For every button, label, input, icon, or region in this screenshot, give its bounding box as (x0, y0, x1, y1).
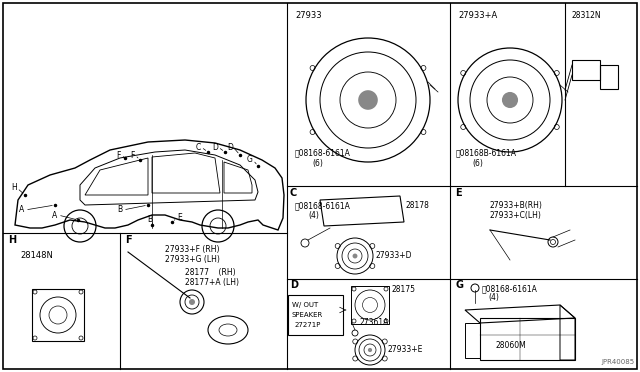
Text: (4): (4) (488, 293, 499, 302)
Text: D: D (227, 142, 233, 151)
Text: 28177+A (LH): 28177+A (LH) (185, 278, 239, 287)
Text: C: C (195, 142, 200, 151)
Text: 27933: 27933 (295, 11, 322, 20)
Text: (6): (6) (312, 159, 323, 168)
Text: D: D (290, 280, 298, 290)
Text: A: A (19, 205, 24, 215)
Text: 28312N: 28312N (572, 11, 602, 20)
Text: 27933+D: 27933+D (376, 251, 413, 260)
Text: JPR40085: JPR40085 (602, 359, 635, 365)
Text: 28175: 28175 (392, 285, 416, 294)
Text: 27933+F (RH): 27933+F (RH) (165, 245, 220, 254)
Bar (480, 318, 575, 360)
Text: Ⓝ08168-6161A: Ⓝ08168-6161A (295, 201, 351, 210)
Text: 27271P: 27271P (295, 322, 321, 328)
Circle shape (368, 348, 372, 352)
Text: (6): (6) (472, 159, 483, 168)
Text: 27933+A: 27933+A (458, 11, 497, 20)
Text: W/ OUT: W/ OUT (292, 302, 318, 308)
Bar (572, 60, 600, 80)
Text: 28060M: 28060M (495, 341, 525, 350)
Text: B: B (117, 205, 123, 215)
Text: Ⓝ08168B-6161A: Ⓝ08168B-6161A (456, 148, 517, 157)
Text: 27933+C(LH): 27933+C(LH) (490, 211, 542, 220)
Text: (4): (4) (308, 211, 319, 220)
Text: 27933+B(RH): 27933+B(RH) (490, 201, 543, 210)
Text: G: G (247, 155, 253, 164)
Text: F: F (130, 151, 134, 160)
Circle shape (189, 299, 195, 305)
Text: H: H (11, 183, 17, 192)
Text: H: H (8, 235, 16, 245)
Text: 28148N: 28148N (20, 251, 53, 260)
Text: A: A (52, 211, 58, 219)
Text: E: E (455, 188, 461, 198)
Text: 28177    (RH): 28177 (RH) (185, 268, 236, 277)
Text: G: G (455, 280, 463, 290)
Bar (288, 295, 343, 335)
Bar (32, 289, 84, 341)
Text: Ⓝ08168-6161A: Ⓝ08168-6161A (295, 148, 351, 157)
Text: SPEAKER: SPEAKER (292, 312, 323, 318)
Bar (351, 286, 389, 324)
Text: 27361A: 27361A (360, 318, 389, 327)
Bar (600, 65, 618, 89)
Text: D: D (212, 142, 218, 151)
Text: 27933+G (LH): 27933+G (LH) (165, 255, 220, 264)
Circle shape (358, 90, 378, 110)
Text: 27933+E: 27933+E (388, 345, 424, 354)
Text: F: F (125, 235, 132, 245)
Text: Ⓝ08168-6161A: Ⓝ08168-6161A (482, 284, 538, 293)
Text: E: E (178, 214, 182, 222)
Text: B: B (147, 215, 152, 224)
Text: C: C (290, 188, 297, 198)
Text: 28178: 28178 (406, 201, 430, 210)
Circle shape (502, 92, 518, 108)
Text: F: F (116, 151, 120, 160)
Circle shape (353, 254, 358, 259)
